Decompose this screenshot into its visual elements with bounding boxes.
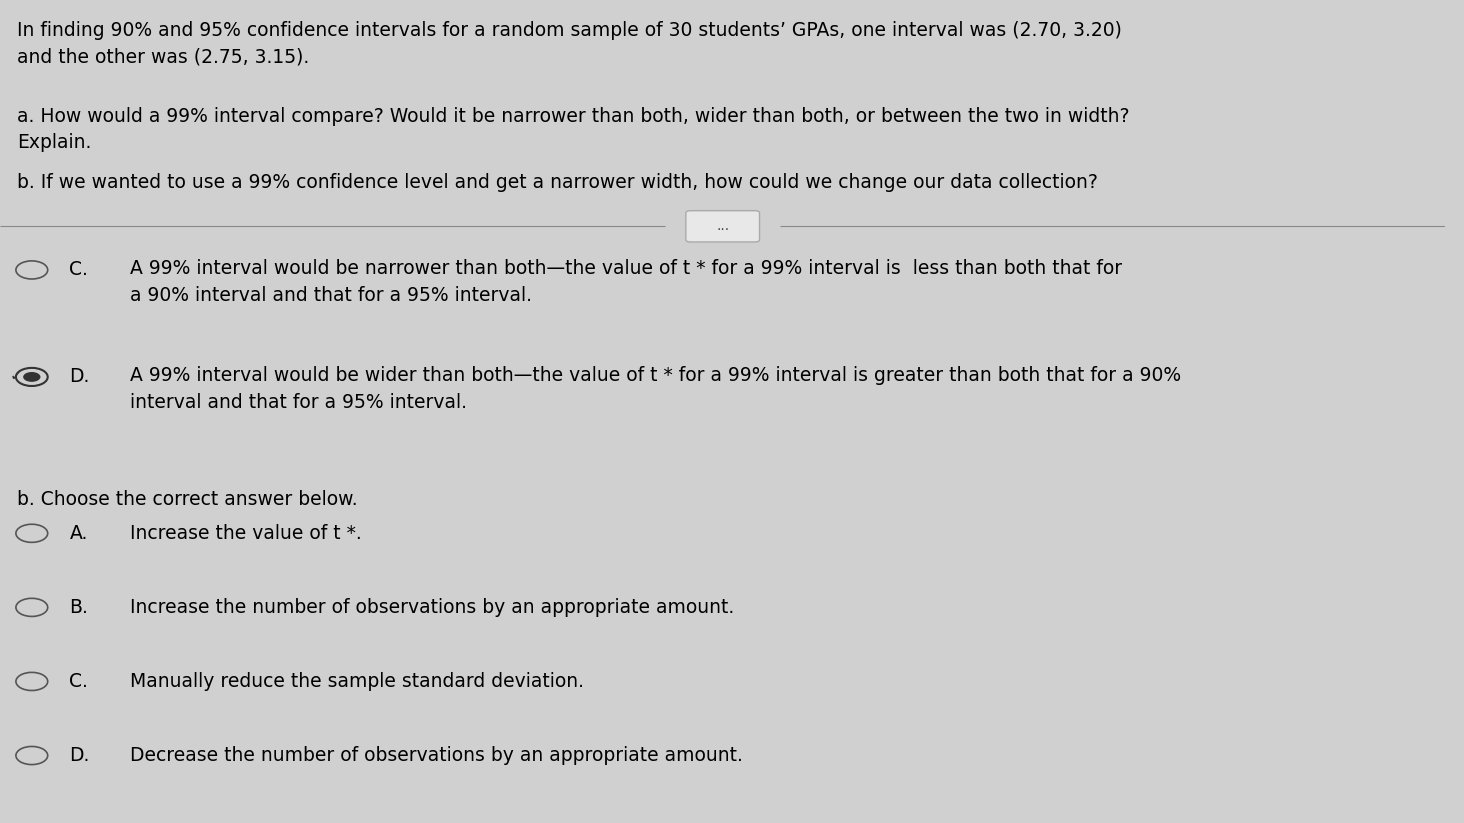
Text: C.: C.: [69, 672, 88, 691]
Text: ✓: ✓: [10, 368, 23, 383]
Text: A 99% interval would be narrower than both—the value of t * for a 99% interval i: A 99% interval would be narrower than bo…: [130, 259, 1123, 305]
Text: b. If we wanted to use a 99% confidence level and get a narrower width, how coul: b. If we wanted to use a 99% confidence …: [18, 173, 1098, 192]
Text: a. How would a 99% interval compare? Would it be narrower than both, wider than : a. How would a 99% interval compare? Wou…: [18, 107, 1130, 152]
Text: B.: B.: [69, 597, 88, 617]
Text: Increase the number of observations by an appropriate amount.: Increase the number of observations by a…: [130, 597, 735, 617]
FancyBboxPatch shape: [685, 211, 760, 242]
Text: Manually reduce the sample standard deviation.: Manually reduce the sample standard devi…: [130, 672, 584, 691]
Text: b. Choose the correct answer below.: b. Choose the correct answer below.: [18, 490, 359, 509]
Text: D.: D.: [69, 746, 89, 765]
Text: C.: C.: [69, 260, 88, 280]
Text: In finding 90% and 95% confidence intervals for a random sample of 30 students’ : In finding 90% and 95% confidence interv…: [18, 21, 1123, 66]
Text: ...: ...: [716, 219, 729, 234]
Text: A 99% interval would be wider than both—the value of t * for a 99% interval is g: A 99% interval would be wider than both—…: [130, 366, 1181, 412]
Text: Decrease the number of observations by an appropriate amount.: Decrease the number of observations by a…: [130, 746, 742, 765]
Circle shape: [23, 372, 41, 382]
Text: D.: D.: [69, 367, 89, 387]
Text: A.: A.: [69, 523, 88, 543]
Text: Increase the value of t *.: Increase the value of t *.: [130, 523, 362, 543]
